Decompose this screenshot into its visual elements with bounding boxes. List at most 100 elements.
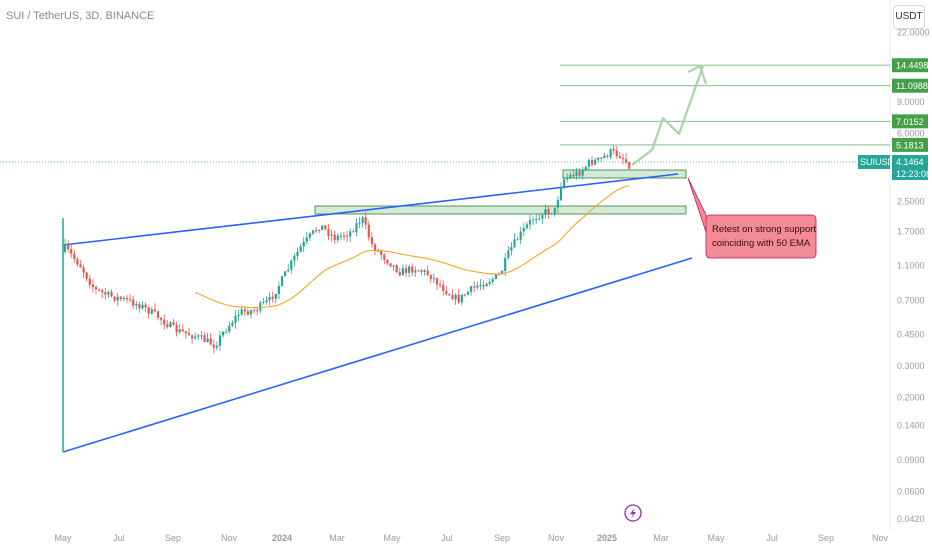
y-tick-label: 0.0600 [897,486,925,496]
candle-body [606,155,609,157]
candle-body [231,322,234,326]
candle-body [63,244,67,252]
candle-body [153,309,156,312]
projection-path [631,65,705,166]
candle-body [386,259,389,264]
currency-selector[interactable]: USDT [893,5,925,29]
candle-body [280,276,284,286]
candle-body [82,267,85,273]
candle-body [528,219,532,225]
candle-body [67,244,70,250]
candle-body [135,303,138,306]
candle-body [327,229,330,236]
candle-body [448,294,451,296]
candle-body [187,333,191,336]
candle-body [271,296,274,299]
candle-body [333,234,336,241]
candle-body [612,149,615,151]
candle-body [541,215,544,219]
candle-body [150,309,153,314]
candle-body [457,294,460,303]
candle-body [466,291,470,295]
candle-body [119,296,122,299]
candle-body [342,235,346,237]
candle-body [181,329,184,332]
candle-body [315,230,318,232]
candle-body [538,218,541,220]
time-axis[interactable]: May Jul Sep Nov 2024 Mar May Jul Sep Nov 2025 Mar Ma… [54,533,888,543]
candle-body [160,317,163,320]
candle-body [91,284,94,288]
candle-body [373,244,377,251]
candle-body [222,332,225,336]
candle-body [274,294,277,299]
candle-body [482,284,485,287]
candle-body [603,155,606,158]
candle-body [615,150,618,157]
candle-body [544,209,547,215]
candle-body [445,291,448,295]
candle-body [556,200,559,208]
candle-body [584,166,587,171]
candle-body [243,309,246,312]
candle-body [358,222,361,224]
candle-body [361,217,364,223]
candle-body [147,307,150,314]
candle-body [470,286,473,292]
candle-body [122,298,125,299]
candle-body [330,234,333,236]
candle-body [420,270,423,272]
x-tick-label: Mar [653,533,669,543]
target-tag-label: 11.0988 [896,81,928,91]
candle-body [218,335,222,346]
callout-pointer [687,177,709,233]
target-tag-label: 5.1813 [896,140,924,150]
candle-body [597,157,600,160]
candle-body [442,285,445,292]
candle-body [296,251,299,256]
candle-body [194,336,197,339]
target-tag-bg [892,137,928,152]
target-tag-bg [892,114,928,129]
candle-body [253,310,256,312]
candle-body [476,285,479,288]
candle-body [302,241,305,247]
candle-body [339,235,342,237]
candle-body [197,335,200,337]
candle-body [581,170,584,176]
y-tick-label: 0.3000 [897,361,925,371]
candle-body [491,279,494,282]
candle-body [609,149,612,157]
y-tick-label: 0.1400 [897,421,925,431]
candle-body [364,217,367,225]
candle-body [383,254,386,260]
candle-body [346,235,349,237]
candle-body [107,291,110,295]
candle-body [141,304,144,309]
target-price-tags: 14.4498 11.0988 7.0152 5.1813 [892,58,929,152]
candle-body [305,237,308,242]
candle-body [451,295,454,300]
candle-body [144,304,147,308]
candle-body [370,237,373,245]
candle-body [594,159,597,165]
candle-body [215,345,218,348]
target-tag-bg [892,78,928,93]
candle-body [76,258,79,265]
candle-body [432,278,435,280]
candle-body [395,265,398,273]
candle-body [284,271,287,277]
candle-body [494,274,497,279]
candle-body [287,269,290,272]
candle-body [318,229,321,231]
candle-body [547,209,550,214]
candle-body [237,314,240,316]
y-tick-label: 22.0000 [897,28,930,38]
candle-body [79,264,82,268]
candle-body [113,296,116,301]
candle-body [206,338,209,342]
lightning-icon[interactable] [624,504,642,522]
candle-body [479,284,482,286]
price-axis[interactable]: 22.0000 9.0000 6.0000 2.5000 1.7000 1.1000 0.7… [897,28,930,524]
